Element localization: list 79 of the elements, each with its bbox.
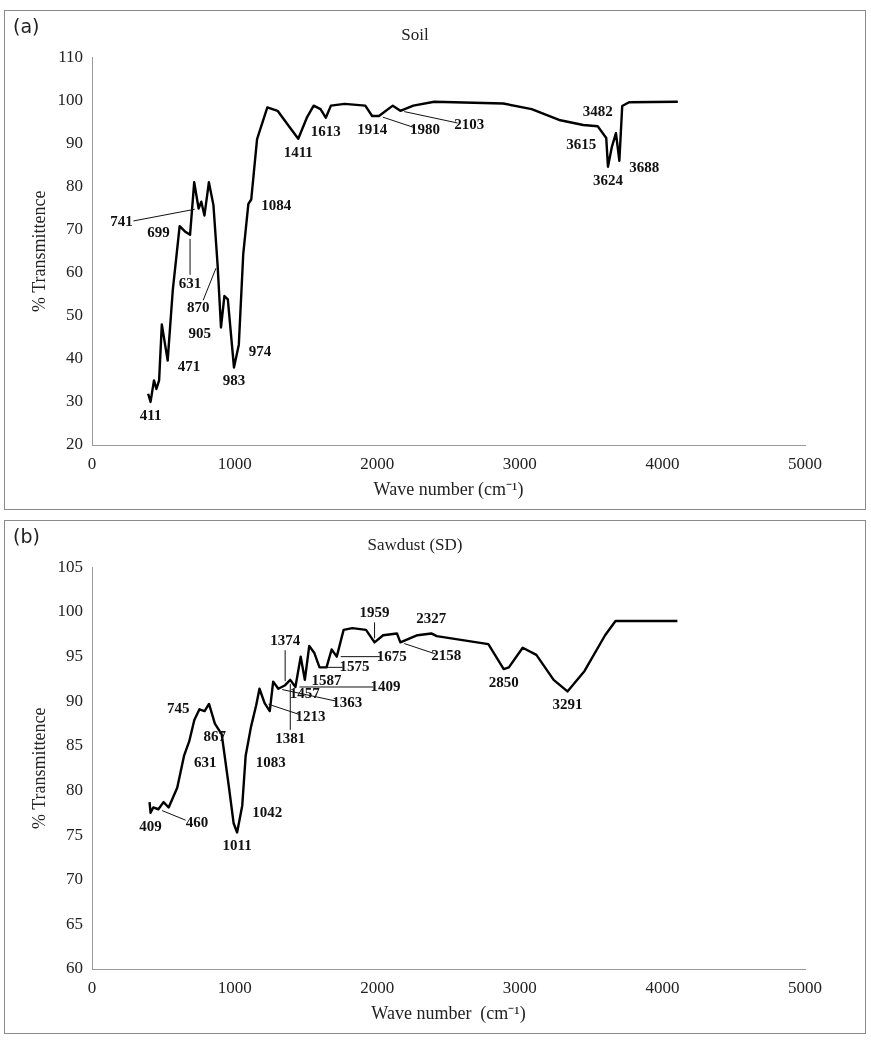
annotation: 2158	[431, 647, 462, 664]
x-tick-label: 4000	[645, 977, 680, 997]
annotation: 3615	[566, 135, 597, 152]
y-tick-label: 65	[66, 913, 84, 933]
x-tick-label: 2000	[360, 453, 395, 473]
y-tick-label: 95	[66, 646, 84, 666]
y-tick-label: 85	[66, 735, 84, 755]
annotation: 1213	[295, 707, 326, 724]
annotation: 409	[139, 817, 162, 834]
annotation: 411	[139, 406, 162, 423]
y-tick-label: 50	[66, 305, 84, 325]
annotation: 1575	[339, 658, 370, 675]
annotation: 460	[185, 814, 209, 831]
annotation: 1914	[357, 120, 388, 137]
annotation: 974	[248, 342, 272, 359]
annotation: 471	[177, 358, 201, 375]
annotation: 1980	[409, 120, 440, 137]
annotation: 631	[178, 274, 202, 291]
annotation: 699	[147, 224, 170, 241]
annotation: 1675	[376, 647, 407, 664]
annotation: 870	[187, 299, 210, 316]
annotation: 2327	[416, 610, 447, 627]
annotation: 3624	[592, 171, 624, 188]
text: (a)	[13, 15, 40, 37]
annotation: 1042	[252, 803, 283, 820]
annotation: 3482	[582, 103, 613, 120]
annotation: 1409	[370, 677, 401, 694]
x-tick-label: 1000	[217, 453, 252, 473]
y-tick-label: 100	[57, 601, 84, 621]
annotation: 1587	[311, 672, 342, 689]
x-tick-label: 4000	[645, 453, 680, 473]
y-axis-title: % Transmittence	[28, 190, 49, 312]
y-tick-label: 100	[57, 89, 84, 109]
y-tick-label: 80	[66, 779, 84, 799]
y-tick-label: 70	[66, 869, 84, 889]
y-axis-title: % Transmittence	[28, 707, 49, 829]
y-tick-label: 80	[66, 176, 84, 196]
x-tick-label: 3000	[502, 977, 537, 997]
y-tick-label: 60	[66, 958, 84, 978]
y-tick-label: 40	[66, 348, 84, 368]
annotation: 983	[222, 372, 246, 389]
x-tick-label: 5000	[788, 453, 822, 473]
y-tick-label: 105	[57, 556, 84, 576]
annotation: 1084	[261, 197, 292, 214]
y-tick-label: 75	[66, 824, 84, 844]
annotation: 905	[188, 325, 211, 342]
x-tick-label: 2000	[360, 977, 395, 997]
y-tick-label: 90	[66, 690, 84, 710]
y-tick-label: 90	[66, 133, 84, 152]
annotation: 1959	[359, 604, 390, 621]
x-axis-title: Wave number (cm⁻¹)	[373, 478, 524, 500]
y-tick-label: 70	[66, 219, 84, 239]
annotation: 741	[110, 213, 133, 230]
annotation: 3291	[552, 696, 583, 713]
annotation: 1011	[222, 837, 252, 854]
annotation: 2850	[488, 674, 519, 691]
annotation: 1374	[270, 632, 301, 649]
x-tick-label: 0	[87, 453, 97, 473]
y-tick-label: 110	[58, 46, 84, 66]
y-tick-label: 30	[66, 391, 84, 411]
annotation: 1613	[310, 122, 341, 139]
chart-title: Sawdust (SD)	[367, 534, 463, 554]
annotation: 1363	[332, 693, 363, 710]
annotation: 1083	[255, 753, 286, 770]
annotation: 1381	[275, 729, 306, 746]
chart-title: Soil	[401, 24, 429, 44]
y-tick-label: 60	[66, 262, 84, 282]
annotation: 745	[166, 700, 190, 717]
annotation: 3688	[629, 158, 660, 175]
x-tick-label: 1000	[217, 977, 252, 997]
annotation: 2103	[454, 115, 485, 132]
y-tick-label: 20	[66, 434, 84, 454]
x-tick-label: 3000	[502, 453, 537, 473]
annotation: 631	[194, 753, 217, 770]
x-tick-label: 5000	[788, 977, 822, 997]
text: (b)	[13, 525, 40, 547]
annotation: 1411	[283, 143, 313, 160]
x-axis-title: Wave number (cm⁻¹)	[371, 1002, 526, 1024]
x-tick-label: 0	[87, 977, 97, 997]
